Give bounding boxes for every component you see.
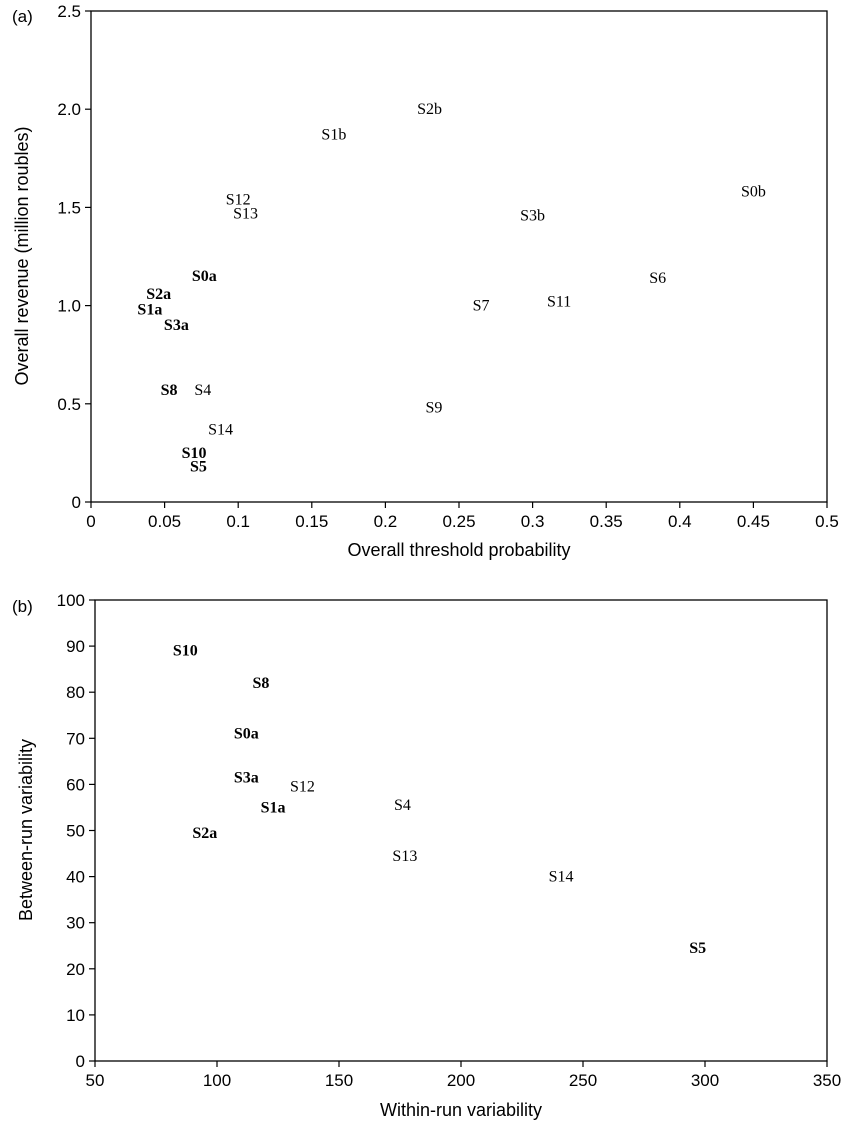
y-tick-label: 100 xyxy=(57,591,85,610)
point-label-s0a: S0a xyxy=(192,268,217,285)
x-tick-label: 0.45 xyxy=(737,512,770,531)
x-axis-label-a: Overall threshold probability xyxy=(347,540,570,560)
y-tick-label: 80 xyxy=(66,683,85,702)
x-tick-label: 0.5 xyxy=(815,512,839,531)
x-tick-label: 200 xyxy=(447,1071,475,1090)
point-label-s11: S11 xyxy=(547,294,571,311)
y-tick-label: 0 xyxy=(72,493,81,512)
point-label-s5: S5 xyxy=(689,940,706,957)
x-tick-label: 0.35 xyxy=(590,512,623,531)
point-label-s13: S13 xyxy=(392,848,417,865)
point-label-s10: S10 xyxy=(182,445,207,462)
point-label-s1a: S1a xyxy=(261,799,286,816)
x-tick-label: 350 xyxy=(813,1071,841,1090)
y-axis-label-b: Between-run variability xyxy=(16,739,36,921)
point-label-s4: S4 xyxy=(394,797,411,814)
y-tick-label: 0 xyxy=(76,1052,85,1071)
y-tick-label: 10 xyxy=(66,1006,85,1025)
y-tick-label: 90 xyxy=(66,637,85,656)
point-label-s10: S10 xyxy=(173,643,198,660)
y-axis-label-a: Overall revenue (million roubles) xyxy=(12,126,32,385)
x-tick-label: 0.2 xyxy=(374,512,398,531)
x-tick-label: 0.25 xyxy=(442,512,475,531)
plot-frame-a xyxy=(90,10,828,503)
point-label-s13: S13 xyxy=(233,205,258,222)
point-label-s0a: S0a xyxy=(234,726,259,743)
y-tick-label: 2.0 xyxy=(57,100,81,119)
x-tick-label: 100 xyxy=(203,1071,231,1090)
point-label-s6: S6 xyxy=(649,270,666,287)
point-label-s9: S9 xyxy=(426,400,443,417)
y-tick-label: 1.5 xyxy=(57,198,81,217)
x-tick-label: 0.4 xyxy=(668,512,692,531)
x-tick-label: 0.1 xyxy=(226,512,250,531)
y-tick-label: 70 xyxy=(66,729,85,748)
point-label-s7: S7 xyxy=(473,298,490,315)
x-tick-label: 50 xyxy=(86,1071,105,1090)
y-tick-label: 40 xyxy=(66,868,85,887)
y-tick-label: 20 xyxy=(66,960,85,979)
y-tick-label: 1.0 xyxy=(57,297,81,316)
y-tick-label: 2.5 xyxy=(57,2,81,21)
y-tick-label: 60 xyxy=(66,775,85,794)
x-ticks-b: 50 100 150 200 250 300 350 xyxy=(86,1061,841,1090)
x-tick-label: 150 xyxy=(325,1071,353,1090)
chart-b: (b) 50 100 150 200 250 300 350 0 10 20 30 40 50 60 70… xyxy=(12,591,841,1120)
y-tick-label: 50 xyxy=(66,822,85,841)
point-label-s2a: S2a xyxy=(192,825,217,842)
x-tick-label: 250 xyxy=(569,1071,597,1090)
point-label-s12: S12 xyxy=(226,192,251,209)
point-label-s1a: S1a xyxy=(137,302,162,319)
point-label-s14: S14 xyxy=(549,869,574,886)
y-ticks-a: 0 0.5 1.0 1.5 2.0 2.5 xyxy=(57,2,91,512)
point-label-s3a: S3a xyxy=(164,317,189,334)
point-label-s0b: S0b xyxy=(741,184,766,201)
y-tick-label: 30 xyxy=(66,914,85,933)
chart-a: (a) 0 0.05 0.1 0.15 0.2 0.25 0.3 0.35 0.4 0.45 0.5… xyxy=(12,2,839,560)
point-label-s1b: S1b xyxy=(321,127,346,144)
panel-label-a: (a) xyxy=(12,7,33,26)
point-label-s2b: S2b xyxy=(417,101,442,118)
point-label-s8: S8 xyxy=(161,382,178,399)
point-label-s14: S14 xyxy=(208,421,233,438)
x-tick-label: 0.3 xyxy=(521,512,545,531)
x-tick-label: 300 xyxy=(691,1071,719,1090)
x-tick-label: 0.05 xyxy=(148,512,181,531)
point-label-s3a: S3a xyxy=(234,769,259,786)
point-label-s12: S12 xyxy=(290,779,315,796)
x-tick-label: 0.15 xyxy=(295,512,328,531)
panel-label-b: (b) xyxy=(12,597,33,616)
point-label-s4: S4 xyxy=(194,382,211,399)
point-label-s8: S8 xyxy=(252,675,269,692)
x-tick-label: 0 xyxy=(86,512,95,531)
point-label-s2a: S2a xyxy=(146,286,171,303)
point-label-s5: S5 xyxy=(190,459,207,476)
y-ticks-b: 0 10 20 30 40 50 60 70 80 90 100 xyxy=(57,591,95,1071)
x-ticks-a: 0 0.05 0.1 0.15 0.2 0.25 0.3 0.35 0.4 0.45 0.5 xyxy=(86,502,839,531)
x-axis-label-b: Within-run variability xyxy=(380,1100,542,1120)
point-label-s3b: S3b xyxy=(520,207,545,224)
y-tick-label: 0.5 xyxy=(57,395,81,414)
